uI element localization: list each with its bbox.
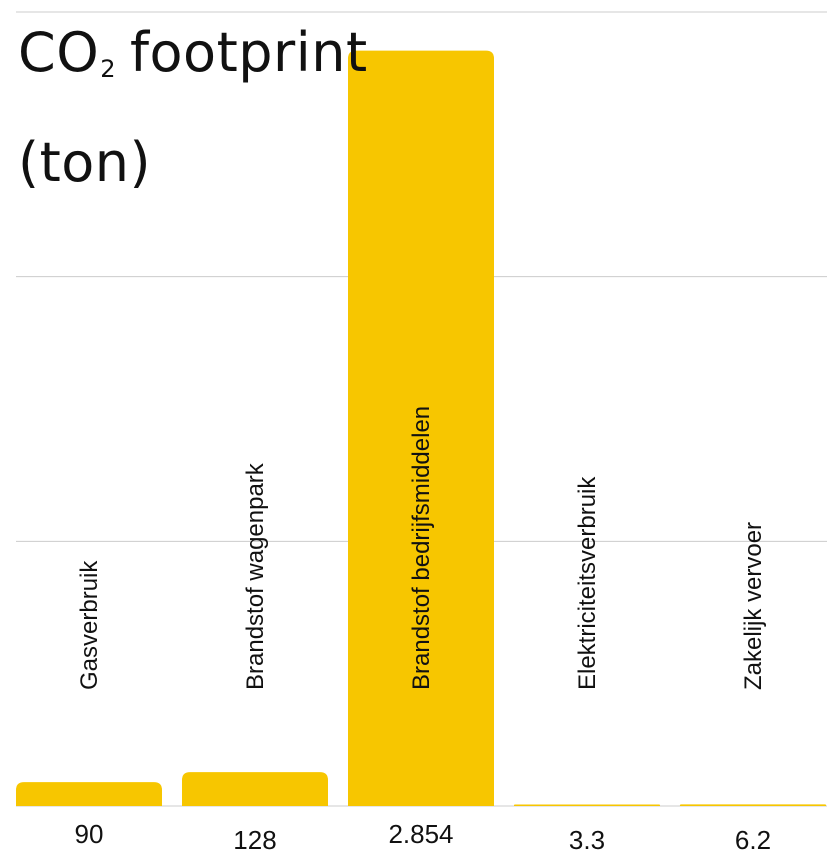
value-label: 90	[75, 819, 104, 849]
chart-title: CO2 footprint (ton)	[18, 6, 368, 210]
bar	[514, 804, 660, 806]
value-label: 6.2	[735, 825, 771, 855]
bar	[182, 772, 328, 806]
category-label: Brandstof bedrijfsmiddelen	[408, 406, 435, 690]
chart-title-prefix: CO	[18, 21, 100, 84]
category-label: Brandstof wagenpark	[242, 462, 269, 690]
category-label: Zakelijk vervoer	[740, 522, 767, 690]
bar	[16, 782, 162, 806]
category-label: Elektriciteitsverbruik	[574, 476, 601, 690]
bar	[680, 804, 826, 806]
bar	[348, 50, 494, 806]
chart-title-line1-suffix: footprint	[130, 21, 368, 84]
value-label: 3.3	[569, 825, 605, 855]
chart-title-subscript: 2	[100, 55, 116, 83]
value-label: 2.854	[388, 819, 453, 849]
category-label: Gasverbruik	[76, 560, 103, 690]
value-label: 128	[233, 825, 276, 855]
chart-title-line2: (ton)	[18, 131, 152, 194]
